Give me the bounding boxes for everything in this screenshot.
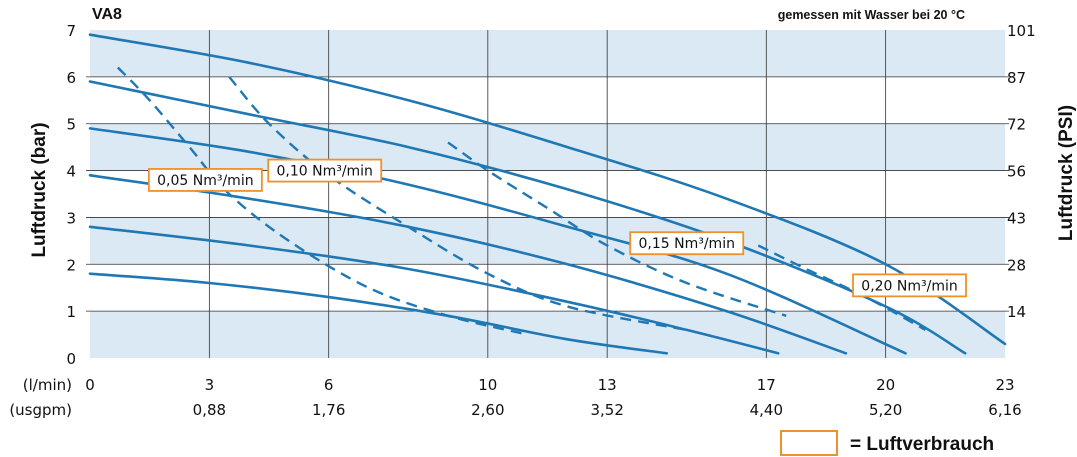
y-tick-label-left: 5 — [66, 116, 76, 134]
consumption-curve — [447, 141, 787, 317]
x-tick-label-usgpm: 6,16 — [988, 401, 1021, 419]
pressure-curves — [88, 33, 1007, 355]
chart-title: VA8 — [92, 6, 122, 23]
pressure-curve — [88, 272, 669, 355]
consumption-curve — [228, 76, 687, 332]
x-tick-label-lmin: 20 — [876, 376, 895, 394]
air-consumption-curves — [116, 66, 926, 336]
y-tick-label-right: 87 — [1007, 69, 1026, 87]
x-tick-label-lmin: 10 — [478, 376, 497, 394]
y-tick-label-left: 0 — [66, 350, 76, 368]
annotation-label: 0,20 Nm³/min — [861, 278, 957, 294]
annotation-box — [629, 231, 745, 256]
pressure-curve — [88, 80, 967, 355]
y-axis-left-title: Luftdruck (bar) — [29, 122, 50, 257]
y-tick-label-right: 72 — [1007, 116, 1026, 134]
legend-swatch — [780, 430, 838, 456]
annotation-label: 0,05 Nm³/min — [157, 173, 253, 189]
y-tick-label-left: 4 — [66, 163, 76, 181]
y-tick-label-left: 6 — [66, 69, 76, 87]
y-tick-label-left: 2 — [66, 256, 76, 274]
legend-label: = Luftverbrauch — [850, 434, 994, 455]
y-tick-label-right: 28 — [1007, 256, 1026, 274]
band-row — [90, 123, 1005, 171]
x-tick-label-lmin: 3 — [205, 376, 215, 394]
consumption-annotation: 0,20 Nm³/min — [852, 273, 967, 298]
x-unit-usgpm: (usgpm) — [9, 401, 72, 419]
consumption-curve — [116, 66, 528, 336]
air-consumption-labels: 0,05 Nm³/min 0,10 Nm³/min 0,15 Nm³/min 0,20… — [147, 158, 967, 298]
x-tick-label-usgpm: 2,60 — [471, 401, 504, 419]
y-tick-label-left: 1 — [66, 303, 76, 321]
consumption-annotation: 0,10 Nm³/min — [267, 158, 383, 183]
annotation-box — [852, 273, 967, 298]
annotation-label: 0,15 Nm³/min — [639, 236, 735, 252]
annotation-box — [267, 158, 383, 183]
x-tick-label-usgpm: 5,20 — [869, 401, 902, 419]
consumption-annotation: 0,05 Nm³/min — [147, 168, 263, 192]
x-tick-label-usgpm: 4,40 — [750, 401, 783, 419]
y-tick-label-right: 56 — [1007, 163, 1026, 181]
y-axis-right-title: Luftdruck (PSI) — [1056, 105, 1077, 241]
x-tick-label-usgpm: 1,76 — [312, 401, 345, 419]
x-tick-label-usgpm: 3,52 — [590, 401, 623, 419]
y-tick-label-right: 43 — [1007, 209, 1026, 227]
x-tick-label-lmin: 17 — [757, 376, 776, 394]
annotation-label: 0,10 Nm³/min — [276, 164, 372, 180]
x-tick-label-usgpm: 0,88 — [193, 401, 226, 419]
x-tick-label-lmin: 23 — [995, 376, 1014, 394]
consumption-curve — [757, 244, 926, 331]
y-tick-label-right: 101 — [1007, 22, 1036, 40]
y-tick-label-right: 14 — [1007, 303, 1026, 321]
grid-lines — [86, 30, 1009, 358]
pressure-curve — [88, 225, 780, 355]
pressure-curve — [88, 33, 1007, 346]
x-tick-label-lmin: 13 — [598, 376, 617, 394]
annotation-box — [147, 168, 263, 192]
x-tick-label-lmin: 0 — [85, 376, 95, 394]
band-row — [90, 30, 1005, 77]
plot-background-bands — [90, 30, 1005, 358]
y-tick-label-left: 7 — [66, 22, 76, 40]
band-row — [90, 217, 1005, 265]
pressure-curve — [88, 127, 907, 355]
x-unit-lmin: (l/min) — [23, 376, 72, 394]
measurement-note: gemessen mit Wasser bei 20 °C — [778, 8, 965, 22]
pressure-curve — [88, 174, 848, 355]
x-tick-label-lmin: 6 — [324, 376, 334, 394]
consumption-annotation: 0,15 Nm³/min — [629, 231, 745, 256]
y-tick-label-left: 3 — [66, 209, 76, 227]
